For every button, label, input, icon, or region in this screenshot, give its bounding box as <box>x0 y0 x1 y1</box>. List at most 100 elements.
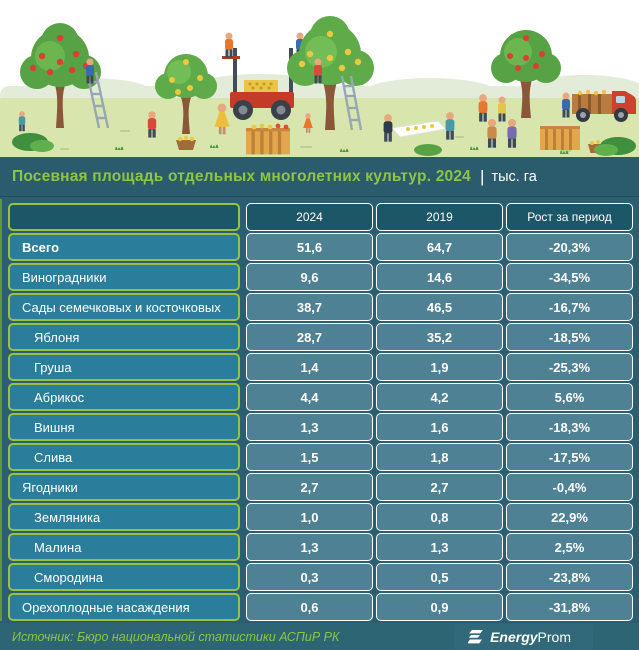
row-value: 2,7 <box>246 473 373 501</box>
row-values: 1,5 1,8 -17,5% <box>246 443 633 471</box>
harvester-machine <box>222 48 308 120</box>
header-illustration <box>0 0 639 157</box>
row-value: 28,7 <box>246 323 373 351</box>
row-value: 1,5 <box>246 443 373 471</box>
row-values: 4,4 4,2 5,6% <box>246 383 633 411</box>
row-value: 1,4 <box>246 353 373 381</box>
title-separator: | <box>480 166 485 186</box>
row-label: Земляника <box>8 503 240 531</box>
column-header-2024: 2024 <box>246 203 373 231</box>
row-value: 64,7 <box>376 233 503 261</box>
row-value: 1,9 <box>376 353 503 381</box>
title-unit: тыс. га <box>491 168 537 185</box>
row-label: Всего <box>8 233 240 261</box>
table-body: Всего 51,6 64,7 -20,3% Виноградники 9,6 … <box>8 233 633 621</box>
row-values: 38,7 46,5 -16,7% <box>246 293 633 321</box>
column-header-growth: Рост за период <box>506 203 633 231</box>
table-row: Вишня 1,3 1,6 -18,3% <box>8 413 633 441</box>
row-values: 1,3 1,3 2,5% <box>246 533 633 561</box>
row-value: 1,3 <box>246 533 373 561</box>
row-values: 9,6 14,6 -34,5% <box>246 263 633 291</box>
row-value: 0,5 <box>376 563 503 591</box>
row-value: -25,3% <box>506 353 633 381</box>
row-value: -20,3% <box>506 233 633 261</box>
row-label: Слива <box>8 443 240 471</box>
row-values: 1,4 1,9 -25,3% <box>246 353 633 381</box>
row-value: 38,7 <box>246 293 373 321</box>
row-value: -16,7% <box>506 293 633 321</box>
row-label: Ягодники <box>8 473 240 501</box>
row-value: 22,9% <box>506 503 633 531</box>
foreground-bushes <box>12 133 636 156</box>
row-value: 0,8 <box>376 503 503 531</box>
row-value: -0,4% <box>506 473 633 501</box>
orchard-scene-svg <box>0 0 639 157</box>
row-value: 35,2 <box>376 323 503 351</box>
row-values: 0,3 0,5 -23,8% <box>246 563 633 591</box>
ground <box>0 98 639 157</box>
apple-tree-red-right <box>491 30 561 118</box>
energyprom-logo: EnergyProm <box>454 623 593 650</box>
row-value: -31,8% <box>506 593 633 621</box>
row-value: 0,9 <box>376 593 503 621</box>
row-label: Вишня <box>8 413 240 441</box>
row-value: 2,7 <box>376 473 503 501</box>
apple-tree-red <box>20 23 101 128</box>
source-text: Источник: Бюро национальной статистики А… <box>12 629 340 644</box>
row-label: Смородина <box>8 563 240 591</box>
table-row: Смородина 0,3 0,5 -23,8% <box>8 563 633 591</box>
row-label: Виноградники <box>8 263 240 291</box>
crate-center-top-fruit <box>251 123 289 130</box>
crate-center <box>246 128 290 155</box>
row-value: 1,8 <box>376 443 503 471</box>
table-header-values: 2024 2019 Рост за период <box>246 203 633 231</box>
table-row: Малина 1,3 1,3 2,5% <box>8 533 633 561</box>
row-value: -18,3% <box>506 413 633 441</box>
ladder-center <box>340 75 363 131</box>
table-header-row: 2024 2019 Рост за период <box>8 203 633 231</box>
apple-tree-yellow-big <box>287 16 374 130</box>
ground-speckles <box>60 130 571 152</box>
page-title: Посевная площадь отдельных многолетних к… <box>12 167 472 185</box>
row-value: 14,6 <box>376 263 503 291</box>
table-header-corner-cell <box>8 203 240 231</box>
table-row: Земляника 1,0 0,8 22,9% <box>8 503 633 531</box>
data-table: 2024 2019 Рост за период Всего 51,6 64,7… <box>0 197 639 623</box>
table-row: Абрикос 4,4 4,2 5,6% <box>8 383 633 411</box>
row-value: 51,6 <box>246 233 373 261</box>
row-label: Груша <box>8 353 240 381</box>
row-value: 4,4 <box>246 383 373 411</box>
red-truck <box>572 89 636 122</box>
row-value: 4,2 <box>376 383 503 411</box>
row-value: 5,6% <box>506 383 633 411</box>
row-values: 28,7 35,2 -18,5% <box>246 323 633 351</box>
row-values: 51,6 64,7 -20,3% <box>246 233 633 261</box>
row-value: -17,5% <box>506 443 633 471</box>
row-value: -23,8% <box>506 563 633 591</box>
table-row: Орехоплодные насаждения 0,6 0,9 -31,8% <box>8 593 633 621</box>
fruit-basket <box>176 135 196 150</box>
row-label: Сады семечковых и косточковых <box>8 293 240 321</box>
footer: Источник: Бюро национальной статистики А… <box>0 623 639 650</box>
row-value: 0,6 <box>246 593 373 621</box>
row-value: -34,5% <box>506 263 633 291</box>
row-value: 1,3 <box>246 413 373 441</box>
row-value: 2,5% <box>506 533 633 561</box>
row-value: 9,6 <box>246 263 373 291</box>
row-values: 1,0 0,8 22,9% <box>246 503 633 531</box>
row-value: 1,6 <box>376 413 503 441</box>
table-row: Ягодники 2,7 2,7 -0,4% <box>8 473 633 501</box>
energyprom-wordmark: EnergyProm <box>490 628 571 645</box>
row-label: Малина <box>8 533 240 561</box>
row-value: 0,3 <box>246 563 373 591</box>
table-row: Слива 1,5 1,8 -17,5% <box>8 443 633 471</box>
column-header-2019: 2019 <box>376 203 503 231</box>
row-values: 1,3 1,6 -18,3% <box>246 413 633 441</box>
table-row: Виноградники 9,6 14,6 -34,5% <box>8 263 633 291</box>
row-label: Яблоня <box>8 323 240 351</box>
row-label: Абрикос <box>8 383 240 411</box>
row-value: 1,0 <box>246 503 373 531</box>
crate-right <box>540 126 580 150</box>
energyprom-icon <box>468 629 484 643</box>
